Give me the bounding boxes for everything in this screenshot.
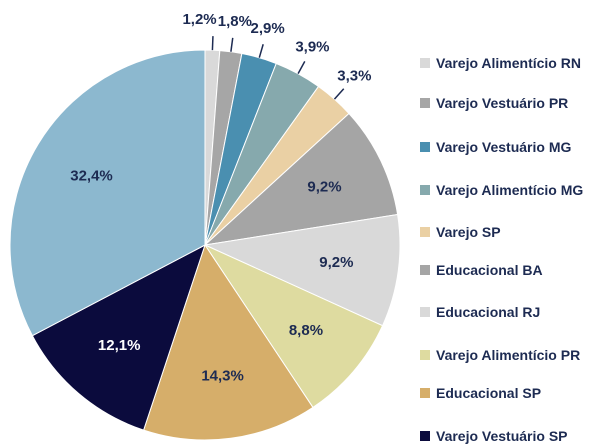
legend-swatch: [420, 431, 430, 441]
legend-label: Varejo Vestuário MG: [436, 139, 572, 155]
legend-item: Educacional BA: [420, 260, 595, 280]
pie-slice: [31, 243, 206, 431]
pie-slice: [142, 243, 314, 441]
legend-item: Varejo Vestuário MG: [420, 137, 595, 157]
legend-swatch: [420, 227, 430, 237]
data-label: 8,8%: [289, 322, 323, 339]
legend-label: Varejo Vestuário PR: [436, 95, 569, 111]
data-label: 3,9%: [295, 38, 329, 55]
legend-swatch: [420, 58, 430, 68]
legend-swatch: [420, 388, 430, 398]
leader-line: [230, 37, 234, 52]
legend-swatch: [420, 142, 430, 152]
pie-slice: [203, 213, 401, 327]
leader-line: [297, 60, 306, 75]
pie-slice: [203, 112, 399, 246]
leader-line: [258, 44, 264, 58]
legend-label: Varejo Alimentício RN: [436, 55, 581, 71]
legend-item: Varejo Alimentício PR: [420, 345, 595, 365]
legend-item: Varejo SP: [420, 222, 595, 242]
legend-swatch: [420, 307, 430, 317]
legend-item: Varejo Alimentício RN: [420, 53, 595, 73]
pie-slice: [9, 49, 206, 337]
legend-label: Varejo SP: [436, 224, 501, 240]
legend-swatch: [420, 350, 430, 360]
data-label: 12,1%: [98, 337, 141, 354]
legend-item: Varejo Vestuário SP: [420, 426, 595, 446]
data-label: 9,2%: [307, 178, 341, 195]
legend-label: Educacional RJ: [436, 304, 541, 320]
data-label: 32,4%: [70, 167, 113, 184]
leader-line: [211, 36, 214, 51]
pie-slice: [203, 243, 384, 409]
data-label: 1,8%: [218, 13, 252, 30]
legend-swatch: [420, 185, 430, 195]
data-label: 9,2%: [319, 254, 353, 271]
data-label: 3,3%: [337, 68, 371, 85]
data-label: 2,9%: [251, 20, 285, 37]
data-label: 14,3%: [201, 367, 244, 384]
legend-swatch: [420, 265, 430, 275]
legend-swatch: [420, 98, 430, 108]
legend-item: Varejo Vestuário PR: [420, 93, 595, 113]
legend-label: Educacional BA: [436, 262, 543, 278]
data-label: 1,2%: [182, 11, 216, 28]
legend-label: Varejo Vestuário SP: [436, 428, 568, 444]
legend-label: Educacional SP: [436, 385, 542, 401]
legend-item: Educacional RJ: [420, 302, 595, 322]
legend-item: Educacional SP: [420, 383, 595, 403]
legend-label: Varejo Alimentício PR: [436, 347, 581, 363]
legend-item: Varejo Alimentício MG: [420, 180, 595, 200]
leader-line: [333, 88, 345, 100]
legend-label: Varejo Alimentício MG: [436, 182, 584, 198]
